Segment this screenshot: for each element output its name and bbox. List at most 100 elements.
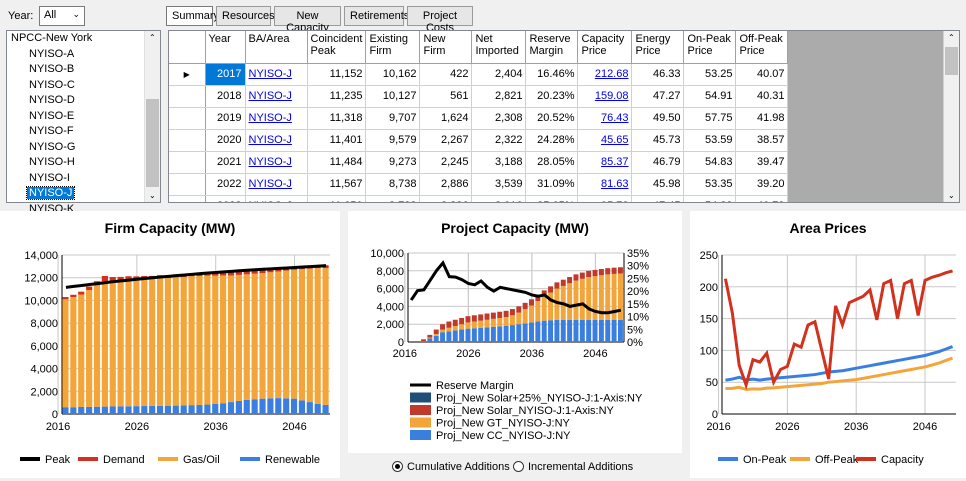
area-link[interactable]: NYISO-J [245, 63, 308, 86]
area-list-scrollbar[interactable]: ⌃ ⌄ [144, 31, 160, 202]
radio-incremental[interactable]: Incremental Additions [513, 461, 633, 473]
gas-oil-bar [70, 297, 77, 408]
scroll-up-icon[interactable]: ⌃ [149, 33, 156, 42]
column-header[interactable]: Coincident Peak [307, 31, 367, 64]
demand-bar [235, 272, 242, 275]
scroll-thumb[interactable] [945, 47, 958, 75]
area-list[interactable]: NPCC-New York NYISO-A NYISO-B NYISO-C NYISO-… [6, 30, 161, 215]
list-item[interactable]: NYISO-A [7, 47, 160, 63]
column-header[interactable]: Net Imported [471, 31, 527, 64]
list-item[interactable]: NYISO-I [7, 171, 160, 187]
capacity-price-link[interactable]: 81.63 [577, 173, 633, 196]
list-item[interactable]: NPCC-New York [7, 31, 160, 47]
gas-oil-bar [62, 299, 69, 408]
row-header[interactable] [169, 107, 206, 130]
table-cell: 41.98 [735, 107, 789, 130]
list-item[interactable]: NYISO-B [7, 62, 160, 78]
area-link[interactable]: NYISO-J [245, 129, 308, 152]
capacity-price-link[interactable]: 45.65 [577, 129, 633, 152]
capacity-price-link[interactable]: 212.68 [577, 63, 633, 86]
row-header[interactable] [169, 195, 206, 202]
area-link[interactable]: NYISO-J [245, 195, 308, 202]
column-header[interactable]: On-Peak Price [683, 31, 737, 64]
legend-label: Peak [45, 454, 71, 466]
year-select[interactable]: All ⌄ [39, 6, 85, 26]
table-row[interactable]: 2023NYISO-J11,6508,7382,8863,01625.65%95… [169, 195, 789, 202]
renewable-bar [235, 400, 242, 414]
scroll-down-icon[interactable]: ⌄ [149, 191, 156, 200]
list-item[interactable]: NYISO-D [7, 93, 160, 109]
y-tick-label: 50 [706, 377, 718, 389]
list-item-label: NYISO-B [29, 63, 75, 75]
radio-off-icon[interactable] [513, 461, 524, 472]
grid-scrollbar[interactable]: ⌃ ⌄ [943, 31, 959, 202]
solar-bar [490, 312, 496, 319]
column-header[interactable]: BA/Area [245, 31, 308, 64]
renewable-bar [101, 406, 108, 414]
table-row[interactable]: 2021 NYISO-J 11,484 9,273 2,245 3,188 28.05% 85… [169, 151, 789, 174]
x-tick-label: 2016 [46, 421, 70, 433]
capacity-price-link[interactable]: 85.37 [577, 151, 633, 174]
demand-bar [212, 272, 219, 276]
tab-resources[interactable]: Resources [216, 6, 275, 26]
list-item[interactable]: NYISO-G [7, 140, 160, 156]
capacity-price-link[interactable]: 95.72 [577, 195, 633, 202]
table-cell: 54.91 [683, 85, 737, 108]
renewable-bar [298, 400, 306, 414]
table-cell: 2,267 [419, 129, 473, 152]
table-row[interactable]: 2018 NYISO-J 11,235 10,127 561 2,821 20.23% 159… [169, 85, 789, 108]
gt-bar [567, 283, 573, 320]
row-header[interactable] [169, 129, 206, 152]
renewable-bar [306, 402, 313, 414]
tab-project-costs[interactable]: Project Costs [407, 6, 473, 34]
column-header[interactable]: Off-Peak Price [735, 31, 789, 64]
column-header[interactable]: New Firm [419, 31, 473, 64]
table-cell: 9,707 [365, 107, 421, 130]
area-link[interactable]: NYISO-J [245, 107, 308, 130]
list-item[interactable]: NYISO-C [7, 78, 160, 94]
row-header[interactable]: ▶ [169, 63, 206, 86]
tab-new-capacity[interactable]: New Capacity [274, 6, 341, 34]
row-header[interactable] [169, 173, 206, 196]
table-cell: 39.47 [735, 151, 789, 174]
radio-on-icon[interactable] [392, 461, 403, 472]
column-header[interactable]: Year [205, 31, 246, 64]
tab-retirements[interactable]: Retirements [344, 6, 409, 26]
gt-bar [478, 320, 484, 328]
row-header[interactable] [169, 85, 206, 108]
column-header[interactable]: Energy Price [631, 31, 685, 64]
column-header[interactable]: Capacity Price [577, 31, 633, 64]
column-header[interactable]: Reserve Margin [525, 31, 579, 64]
area-link[interactable]: NYISO-J [245, 85, 308, 108]
table-cell: 31.09% [525, 173, 579, 196]
table-row[interactable]: 2022 NYISO-J 11,567 8,738 2,886 3,539 31.09% 81… [169, 173, 789, 196]
peak-line [65, 264, 327, 289]
column-header[interactable]: Existing Firm [365, 31, 421, 64]
summary-grid[interactable]: Year BA/Area Coincident Peak Existing Firm N… [168, 30, 960, 203]
list-item[interactable]: NYISO-H [7, 155, 160, 171]
capacity-price-link[interactable]: 159.08 [577, 85, 633, 108]
list-item[interactable]: NYISO-J [7, 186, 160, 202]
table-row[interactable]: ▶ 2017 NYISO-J 11,152 10,162 422 2,404 16.46% 21… [169, 63, 789, 86]
scroll-up-icon[interactable]: ⌃ [948, 33, 955, 42]
cc-bar [452, 330, 458, 342]
row-header[interactable] [169, 151, 206, 174]
list-item[interactable]: NYISO-F [7, 124, 160, 140]
capacity-price-link[interactable]: 76.43 [577, 107, 633, 130]
list-item-label: NYISO-H [29, 156, 75, 168]
list-item[interactable]: NYISO-E [7, 109, 160, 125]
cc-bar [560, 319, 566, 342]
radio-cumulative[interactable]: Cumulative Additions [392, 461, 510, 473]
gt-bar [535, 301, 541, 322]
scroll-down-icon[interactable]: ⌄ [948, 191, 955, 200]
scroll-thumb[interactable] [146, 99, 159, 187]
solar-bar [579, 272, 585, 279]
gt-bar [579, 278, 585, 320]
cc-bar [548, 320, 554, 342]
table-cell: 16.46% [525, 63, 579, 86]
area-link[interactable]: NYISO-J [245, 173, 308, 196]
area-link[interactable]: NYISO-J [245, 151, 308, 174]
table-row[interactable]: 2020 NYISO-J 11,401 9,579 2,267 2,322 24.28% 45… [169, 129, 789, 152]
tab-summary[interactable]: Summary [166, 6, 219, 26]
table-row[interactable]: 2019 NYISO-J 11,318 9,707 1,624 2,308 20.52% 76… [169, 107, 789, 130]
